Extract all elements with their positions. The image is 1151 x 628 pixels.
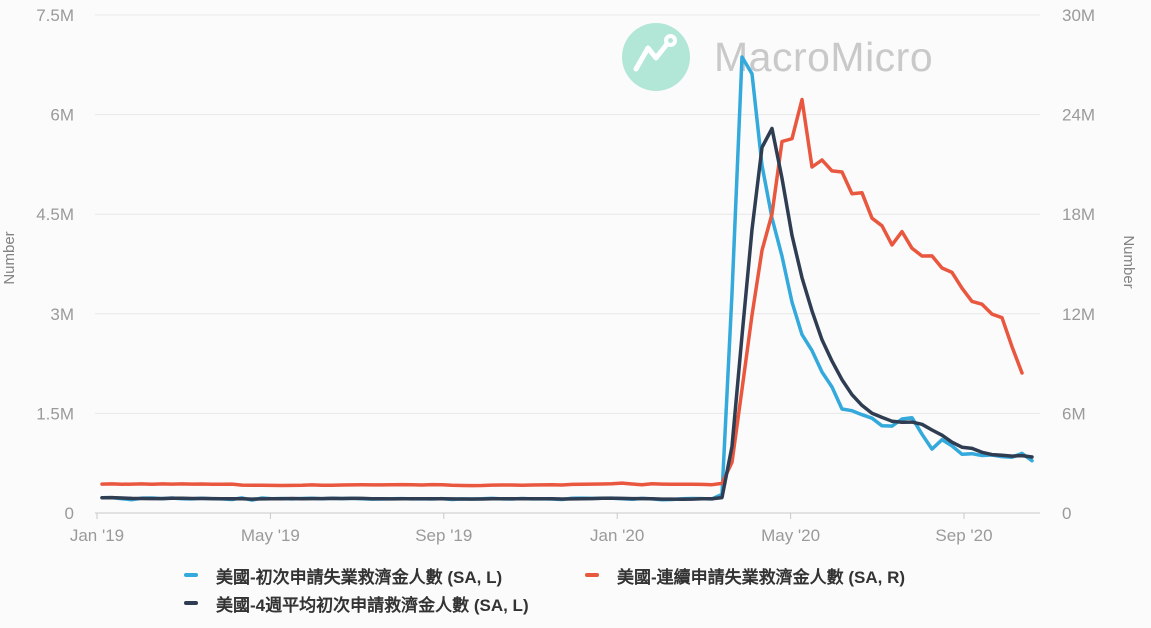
y-axis-left-tick-label: 7.5M bbox=[36, 6, 74, 25]
legend-item-initial-claims[interactable]: 美國-初次申請失業救濟金人數 (SA, L) bbox=[184, 563, 585, 588]
y-axis-left-title: Number bbox=[1, 231, 18, 284]
x-axis-tick-label: Sep '19 bbox=[415, 526, 472, 545]
legend: 美國-初次申請失業救濟金人數 (SA, L) 美國-連續申請失業救濟金人數 (S… bbox=[184, 561, 905, 617]
x-axis-tick-label: Jan '20 bbox=[590, 526, 644, 545]
series-line-4wk-average[interactable] bbox=[100, 126, 1034, 501]
x-axis-tick-label: May '19 bbox=[241, 526, 300, 545]
y-axis-left-tick-label: 1.5M bbox=[36, 404, 74, 423]
legend-item-4wk-average[interactable]: 美國-4週平均初次申請救濟金人數 (SA, L) bbox=[184, 591, 529, 616]
y-axis-left-tick-label: 0 bbox=[65, 504, 74, 523]
y-axis-left-tick-label: 6M bbox=[50, 106, 74, 125]
y-axis-right-tick-label: 24M bbox=[1062, 106, 1095, 125]
legend-label-4wk-average: 美國-4週平均初次申請救濟金人數 (SA, L) bbox=[216, 595, 529, 615]
y-axis-left-tick-label: 4.5M bbox=[36, 205, 74, 224]
x-axis-tick-label: Sep '20 bbox=[935, 526, 992, 545]
y-axis-right-tick-label: 12M bbox=[1062, 305, 1095, 324]
legend-item-continued-claims[interactable]: 美國-連續申請失業救濟金人數 (SA, R) bbox=[585, 563, 905, 588]
x-axis-tick-label: Jan '19 bbox=[70, 526, 124, 545]
series-line-continued-claims[interactable] bbox=[100, 97, 1024, 488]
y-axis-left-tick-label: 3M bbox=[50, 305, 74, 324]
chart-plot-area: Jan '19 May '19 Sep '19 Jan '20 May '20 Sep '… bbox=[1, 6, 1137, 545]
legend-row-1: 美國-初次申請失業救濟金人數 (SA, L) 美國-連續申請失業救濟金人數 (S… bbox=[184, 561, 905, 589]
y-axis-right-title: Number bbox=[1120, 235, 1137, 288]
legend-swatch-4wk-average bbox=[184, 601, 198, 605]
legend-label-continued-claims: 美國-連續申請失業救濟金人數 (SA, R) bbox=[617, 567, 906, 587]
y-axis-right-tick-label: 18M bbox=[1062, 205, 1095, 224]
y-axis-right-tick-label: 30M bbox=[1062, 6, 1095, 25]
legend-swatch-continued-claims bbox=[585, 573, 599, 577]
legend-row-2: 美國-4週平均初次申請救濟金人數 (SA, L) bbox=[184, 589, 905, 617]
y-axis-right-tick-label: 0 bbox=[1062, 504, 1071, 523]
legend-label-initial-claims: 美國-初次申請失業救濟金人數 (SA, L) bbox=[216, 567, 503, 587]
x-axis-tick-label: May '20 bbox=[761, 526, 820, 545]
series-line-initial-claims[interactable] bbox=[100, 55, 1034, 502]
legend-swatch-initial-claims bbox=[184, 573, 198, 577]
y-axis-right-tick-label: 6M bbox=[1062, 404, 1086, 423]
